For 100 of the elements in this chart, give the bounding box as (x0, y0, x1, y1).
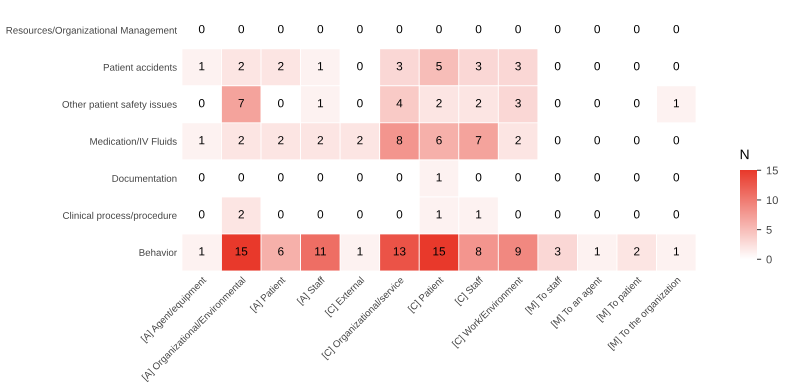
data-label: 15 (433, 247, 446, 256)
data-label: 1 (199, 247, 204, 256)
data-label: 0 (673, 210, 680, 219)
data-label: 0 (198, 210, 205, 219)
y-tick-label: Clinical process/procedure (63, 212, 177, 221)
data-label: 7 (238, 99, 244, 108)
data-label: 11 (315, 247, 326, 256)
data-label: 0 (554, 210, 560, 219)
y-tick-label: Resources/Organizational Management (6, 26, 178, 36)
data-label: 0 (554, 99, 560, 108)
data-label: 0 (554, 62, 560, 70)
data-label: 0 (238, 173, 244, 182)
data-label: 7 (476, 136, 482, 144)
data-label: 0 (238, 24, 244, 34)
data-label: 5 (436, 62, 442, 70)
data-label: 0 (278, 210, 284, 219)
data-label: 0 (318, 173, 324, 182)
data-label: 6 (436, 136, 442, 144)
data-label: 0 (278, 173, 284, 182)
data-label: 0 (198, 24, 205, 34)
data-label: 2 (318, 136, 324, 144)
data-label: 1 (318, 62, 324, 70)
data-label: 3 (515, 99, 521, 108)
data-label: 0 (396, 210, 402, 219)
data-label: 0 (594, 173, 600, 182)
data-label: 2 (278, 62, 284, 70)
data-label: 0 (594, 99, 600, 108)
y-tick-label: Other patient safety issues (62, 100, 177, 110)
data-label: 0 (278, 99, 284, 108)
data-label: 2 (357, 136, 363, 144)
color-bar-title: N (740, 150, 748, 160)
data-label: 0 (634, 210, 640, 219)
data-label: 0 (594, 62, 600, 70)
color-bar-label: 15 (766, 166, 778, 174)
data-label: 0 (198, 173, 205, 182)
data-label: 0 (278, 24, 284, 34)
data-label: 0 (634, 136, 640, 144)
data-label: 2 (238, 136, 244, 144)
data-label: 1 (674, 99, 680, 108)
data-label: 1 (436, 173, 442, 182)
data-label: 0 (436, 24, 442, 34)
data-label: 0 (515, 173, 521, 182)
data-label: 2 (634, 247, 640, 256)
data-label: 1 (436, 210, 442, 218)
data-label: 0 (594, 136, 600, 144)
data-label: 0 (554, 136, 560, 144)
data-label: 0 (634, 24, 640, 34)
y-tick-label: Documentation (112, 174, 176, 182)
data-label: 2 (238, 62, 244, 70)
data-label: 0 (396, 24, 402, 34)
data-label: 0 (594, 210, 600, 219)
data-label: 9 (515, 247, 521, 256)
data-label: 3 (476, 62, 482, 70)
data-label: 0 (634, 99, 640, 108)
data-label: 0 (198, 99, 205, 108)
data-label: 0 (357, 62, 363, 70)
data-label: 0 (515, 24, 521, 34)
data-label: 0 (515, 210, 521, 219)
data-label: 0 (357, 210, 363, 219)
data-label: 1 (318, 99, 324, 108)
data-label: 3 (515, 62, 521, 70)
data-label: 0 (357, 99, 363, 108)
data-label: 2 (238, 210, 244, 218)
data-label: 0 (318, 24, 324, 34)
y-tick-label: Patient accidents (104, 64, 177, 71)
data-label: 0 (673, 62, 680, 70)
data-label: 0 (673, 136, 680, 144)
data-label: 8 (396, 136, 402, 144)
data-label: 1 (674, 247, 680, 256)
data-label: 2 (436, 99, 442, 108)
data-label: 0 (673, 173, 680, 182)
data-label: 0 (357, 24, 363, 34)
y-tick-label: Medication/IV Fluids (90, 138, 177, 145)
data-label: 0 (554, 173, 560, 182)
data-label: 8 (476, 247, 482, 256)
data-label: 1 (594, 247, 600, 256)
data-label: 4 (396, 99, 402, 108)
data-label: 0 (396, 173, 402, 182)
data-label: 6 (278, 247, 284, 256)
y-tick-label: Behavior (139, 248, 177, 256)
data-label: 15 (236, 247, 248, 256)
data-label: 0 (554, 24, 560, 34)
data-label: 2 (278, 136, 284, 144)
data-label: 0 (673, 24, 680, 34)
data-label: 0 (476, 24, 482, 34)
color-bar-label: 10 (766, 196, 778, 204)
data-label: 13 (394, 247, 406, 256)
data-label: 1 (476, 210, 482, 218)
color-bar-label: 5 (766, 226, 772, 234)
data-label: 2 (515, 136, 521, 144)
data-label: 0 (634, 173, 640, 182)
data-label: 2 (476, 99, 482, 108)
data-label: 1 (199, 136, 204, 144)
data-label: 0 (634, 62, 640, 70)
data-label: 1 (358, 247, 363, 256)
data-label: 0 (318, 210, 324, 219)
data-label: 3 (554, 247, 560, 256)
data-label: 1 (199, 62, 204, 70)
data-label: 0 (357, 173, 363, 182)
data-label: 3 (396, 62, 402, 70)
